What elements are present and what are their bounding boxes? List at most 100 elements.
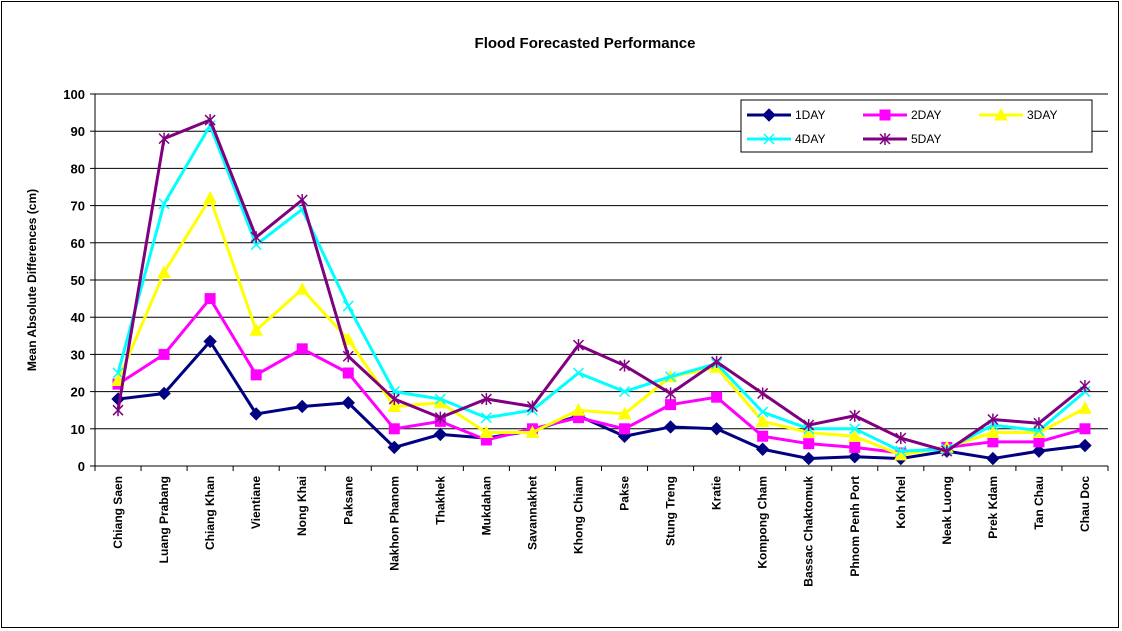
chart-title: Flood Forecasted Performance — [475, 35, 696, 52]
data-point — [711, 355, 723, 368]
legend-item-4day: 4DAY — [747, 132, 825, 146]
x-tick-label: Chiang Khan — [203, 476, 217, 550]
data-point — [204, 114, 216, 127]
data-point — [618, 359, 631, 372]
series-2day — [112, 293, 1091, 459]
data-point — [250, 369, 262, 381]
data-point — [1032, 444, 1046, 458]
x-tick-label: Tan Chau — [1032, 476, 1046, 530]
data-point — [157, 265, 171, 279]
data-point — [158, 132, 170, 145]
data-point — [203, 191, 217, 204]
data-point — [479, 425, 494, 439]
data-point — [250, 231, 262, 244]
data-point-stroke — [757, 406, 769, 418]
data-point — [480, 393, 492, 406]
legend: 1DAY 2DAY 3DAY 4DAY 5DAY — [740, 99, 1093, 153]
legend-label: 3DAY — [1027, 108, 1057, 122]
y-tick-label: 0 — [78, 459, 85, 474]
data-point — [895, 445, 907, 457]
data-point — [341, 396, 355, 410]
y-tick-label: 90 — [71, 124, 85, 139]
data-point — [1079, 380, 1091, 393]
data-point — [1078, 401, 1092, 414]
series-4day — [112, 120, 1091, 457]
data-point — [342, 367, 354, 379]
data-point — [249, 323, 264, 336]
data-point-stroke — [480, 412, 492, 424]
data-point — [158, 198, 170, 210]
data-point — [763, 133, 775, 145]
y-tick-label: 70 — [71, 199, 85, 214]
x-tick-label: Chau Doc — [1078, 476, 1092, 532]
series-line — [116, 124, 1086, 453]
data-point — [203, 334, 217, 349]
data-point — [157, 386, 171, 401]
x-tick-label: Savannakhet — [525, 476, 539, 550]
y-tick-label: 50 — [71, 273, 85, 288]
data-point-stroke — [342, 300, 354, 312]
data-point — [296, 343, 308, 355]
data-point-stroke — [296, 203, 308, 215]
data-point — [572, 339, 585, 352]
data-point — [571, 403, 586, 416]
x-tick-label: Paksane — [341, 476, 355, 525]
data-point — [879, 109, 891, 121]
y-tick-label: 80 — [71, 161, 85, 176]
series-line — [116, 118, 1086, 453]
y-tick-label: 30 — [71, 347, 85, 362]
data-point — [986, 425, 1000, 439]
plot-area: 0 10 20 30 40 50 60 70 80 90 100 Chiang Saen Luang P… — [63, 87, 1109, 587]
data-point — [762, 108, 776, 122]
data-point-stroke — [618, 386, 631, 398]
x-tick-label: Kratie — [710, 476, 724, 510]
data-point — [1033, 417, 1045, 430]
data-point-stroke — [763, 133, 775, 145]
legend-item-2day: 2DAY — [863, 108, 941, 122]
legend-item-5day: 5DAY — [863, 132, 941, 146]
data-point — [709, 422, 724, 436]
data-point-stroke — [849, 423, 861, 435]
data-point — [388, 423, 400, 435]
x-tick-label: Chiang Saen — [111, 476, 125, 549]
x-tick-label: Vientiane — [249, 476, 263, 529]
x-tick-label: Bassac Chaktomuk — [802, 476, 816, 587]
data-point — [994, 107, 1008, 121]
data-point — [755, 442, 770, 456]
data-point — [803, 419, 815, 432]
data-point — [480, 412, 492, 424]
data-point — [619, 423, 631, 435]
x-tick-label: Nakhon Phanom — [387, 476, 401, 571]
data-point — [665, 399, 677, 411]
data-point — [295, 399, 309, 414]
data-point-stroke — [895, 445, 907, 457]
x-tick-label: Phnom Penh Port — [848, 476, 862, 577]
legend-box — [740, 99, 1093, 153]
data-point — [434, 411, 446, 424]
legend-label: 4DAY — [795, 132, 825, 146]
data-point — [895, 432, 907, 445]
legend-label: 5DAY — [911, 132, 941, 146]
data-point — [879, 133, 891, 145]
legend-item-3day: 3DAY — [979, 107, 1057, 122]
x-tick-label: Thakhek — [433, 476, 447, 525]
data-point-stroke — [434, 393, 446, 405]
data-point-stroke — [158, 198, 170, 210]
y-axis-label: Mean Absolute Differences (cm) — [25, 189, 39, 371]
legend-label: 2DAY — [911, 108, 941, 122]
data-point — [986, 451, 1000, 466]
data-point — [618, 386, 631, 398]
data-point — [295, 282, 310, 295]
data-point — [1079, 423, 1091, 435]
x-tick-label: Nong Khai — [295, 476, 309, 536]
data-point — [342, 350, 354, 363]
data-point — [112, 367, 124, 379]
legend-label: 1DAY — [795, 108, 825, 122]
x-tick-label: Luang Prabang — [157, 476, 171, 563]
series-5day — [112, 114, 1091, 458]
data-point — [711, 391, 723, 403]
data-point-stroke — [665, 371, 677, 383]
x-tick-label: Mukdahan — [479, 476, 493, 535]
data-point-stroke — [112, 367, 124, 379]
